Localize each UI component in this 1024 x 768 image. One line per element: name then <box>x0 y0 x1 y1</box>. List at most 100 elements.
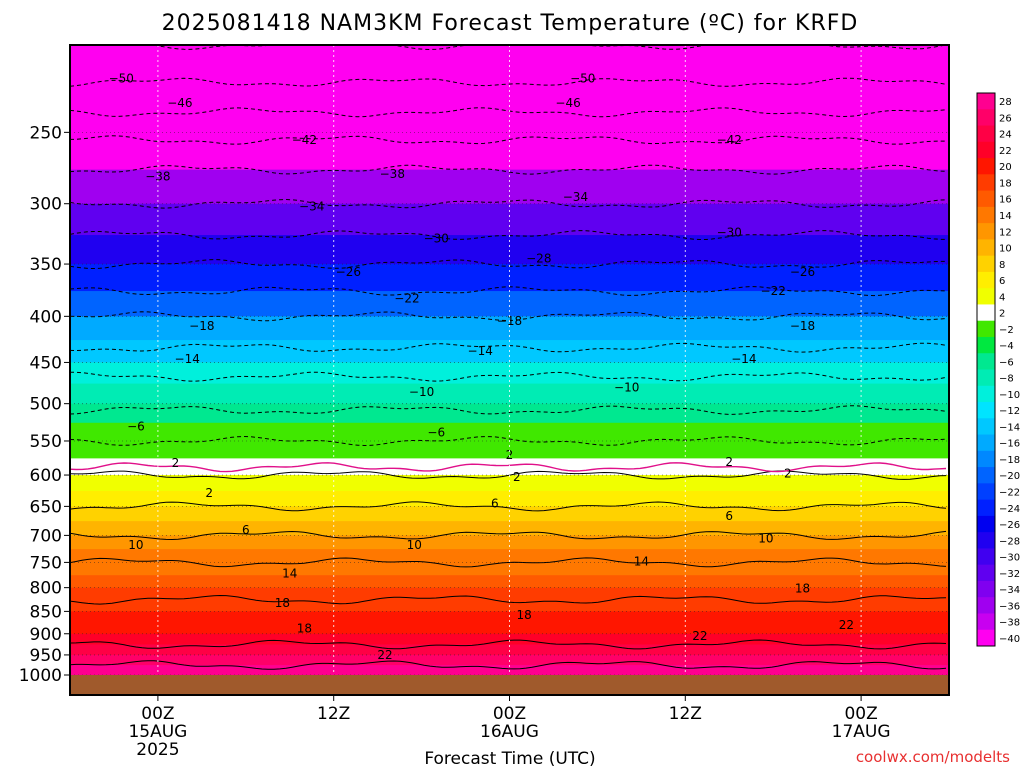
contour-label: 2 <box>725 455 733 469</box>
colorbar-swatch <box>977 418 995 436</box>
heatmap-band <box>70 458 949 476</box>
contour-label: 22 <box>839 618 854 632</box>
y-tick-label: 750 <box>30 553 62 573</box>
contour-label: 22 <box>692 629 707 643</box>
colorbar-swatch <box>977 141 995 159</box>
contour-label: −38 <box>380 167 405 181</box>
contour-label: −28 <box>526 251 551 265</box>
colorbar-swatch <box>977 353 995 370</box>
heatmap-band <box>70 475 949 492</box>
x-tick-label: 12Z <box>317 704 350 724</box>
colorbar-label: −26 <box>999 520 1020 531</box>
heatmap-band <box>70 521 949 536</box>
contour-label: 14 <box>634 554 649 568</box>
plot-area: −50−46−42−38−34−30−26−22−18−14−10−6 −6226… <box>70 45 949 695</box>
colorbar-swatch <box>977 336 995 354</box>
colorbar-swatch <box>977 288 995 305</box>
contour-label: 10 <box>758 532 773 546</box>
colorbar-swatch <box>977 206 995 224</box>
colorbar-label: −10 <box>999 390 1020 401</box>
colorbar-swatch <box>977 613 995 631</box>
colorbar-label: 28 <box>999 97 1012 108</box>
colorbar-label: 24 <box>999 130 1012 141</box>
freezing-level-line <box>70 462 947 473</box>
x-axis-label: Forecast Time (UTC) <box>424 749 595 768</box>
contour-label: 18 <box>517 608 532 622</box>
isotherm-line <box>70 594 947 605</box>
colorbar-label: −32 <box>999 569 1020 580</box>
contour-label: 14 <box>282 567 297 581</box>
x-tick-label: 16AUG <box>480 722 539 742</box>
heatmap-band <box>70 440 949 459</box>
contour-label: −22 <box>394 291 419 305</box>
colorbar-label: −36 <box>999 601 1020 612</box>
colorbar-label: 20 <box>999 162 1012 173</box>
contour-label: 18 <box>275 596 290 610</box>
colorbar-label: 6 <box>999 276 1005 287</box>
colorbar-label: −8 <box>999 374 1014 385</box>
heatmap-band <box>70 291 949 317</box>
colorbar-swatch <box>977 320 995 338</box>
contour-label: 6 <box>242 523 250 537</box>
colorbar-label: −16 <box>999 439 1020 450</box>
colorbar-label: −40 <box>999 634 1020 645</box>
colorbar-label: −30 <box>999 553 1020 564</box>
colorbar-label: 12 <box>999 227 1012 238</box>
contour-label: −42 <box>292 133 317 147</box>
heatmap-band <box>70 622 949 635</box>
heatmap-band <box>70 562 949 576</box>
contour-label: −46 <box>555 96 580 110</box>
colorbar-label: −12 <box>999 406 1020 417</box>
x-tick-label: 00Z <box>493 704 526 724</box>
colorbar-label: −4 <box>999 341 1014 352</box>
colorbar-label: 8 <box>999 260 1005 271</box>
x-tick-label: 12Z <box>669 704 702 724</box>
y-axis: 250 300 350 400 450 500 550 600 650 700 750 800 850 9… <box>19 123 70 686</box>
colorbar-swatch <box>977 239 995 257</box>
colorbar-swatch <box>977 434 995 452</box>
colorbar-swatch <box>977 483 995 501</box>
heatmap-band <box>70 491 949 507</box>
colorbar-swatch <box>977 223 995 240</box>
colorbar-swatch <box>977 515 995 533</box>
colorbar-swatch <box>977 304 995 322</box>
colorbar-label: −24 <box>999 504 1020 515</box>
contour-label: 6 <box>725 509 733 523</box>
isotherm-line <box>70 639 947 650</box>
y-tick-label: 300 <box>30 195 62 215</box>
colorbar-swatch <box>977 402 995 419</box>
contour-label: −10 <box>409 385 434 399</box>
heatmap-band <box>70 403 949 424</box>
heatmap-band <box>70 422 949 442</box>
y-tick-label: 500 <box>30 395 62 415</box>
contour-label: −22 <box>761 284 786 298</box>
y-tick-label: 850 <box>30 602 62 622</box>
contour-label: 6 <box>491 496 499 510</box>
colorbar-label: −14 <box>999 422 1020 433</box>
colorbar-swatch <box>977 271 995 289</box>
colorbar-swatch <box>977 597 995 614</box>
y-tick-label: 950 <box>30 646 62 666</box>
contour-label: −46 <box>167 96 192 110</box>
contour-label: 2 <box>784 467 792 481</box>
colorbar-label: 26 <box>999 113 1012 124</box>
contour-label: −14 <box>175 352 200 366</box>
contour-label: −6 <box>427 425 445 439</box>
isotherm-line <box>70 557 947 568</box>
isotherm-line <box>70 530 947 541</box>
ground-below-surface <box>70 675 949 695</box>
y-tick-label: 250 <box>30 123 62 143</box>
contour-label: −26 <box>790 265 815 279</box>
colorbar-swatch <box>977 467 995 484</box>
colorbar-label: −38 <box>999 618 1020 629</box>
colorbar: 28 26 24 22 20 18 16 14 12 10 8 6 4 2 −2 −4 −6 −8 −10 −12 −1… <box>976 92 1020 647</box>
contour-label: −30 <box>717 226 742 240</box>
heatmap-band <box>70 45 949 92</box>
contour-label: 2 <box>513 470 521 484</box>
contour-label: −50 <box>570 72 595 86</box>
colorbar-swatch <box>977 629 995 647</box>
x-tick-label: 2025 <box>136 740 179 760</box>
contour-label: 18 <box>297 622 312 636</box>
heatmap-band <box>70 587 949 601</box>
isotherm-line <box>70 501 947 512</box>
